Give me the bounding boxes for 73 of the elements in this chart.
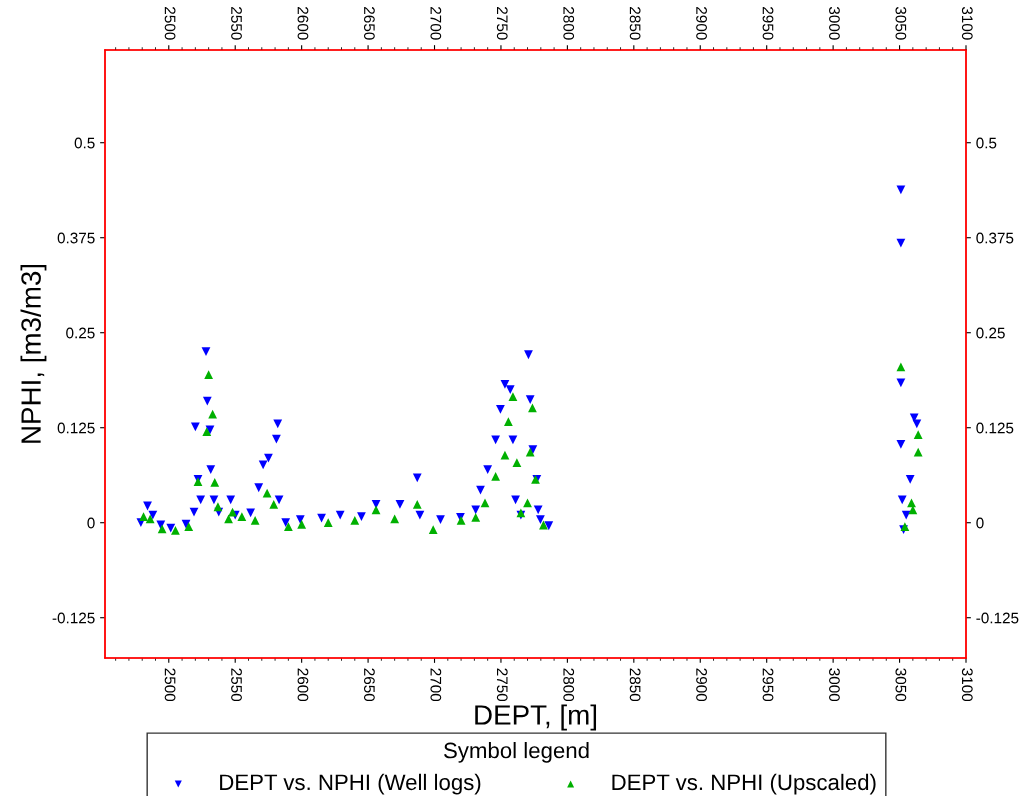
point — [171, 525, 180, 535]
point — [913, 447, 923, 457]
x2-tick-label: 3050 — [895, 6, 907, 40]
x2-tick-label: 2650 — [363, 7, 375, 40]
point — [412, 500, 422, 509]
x2-tick-label: 3100 — [961, 6, 973, 40]
point — [139, 512, 148, 522]
x2-tick-label: 2850 — [629, 7, 641, 40]
x-tick-label: 2500 — [164, 668, 176, 702]
y2-tick-label: 0.5 — [976, 137, 997, 149]
point — [913, 430, 923, 439]
legend-title: Symbol legend — [444, 742, 589, 763]
x2-tick-label: 2550 — [231, 7, 242, 40]
legend-label: DEPT vs. NPHI (Upscaled) — [612, 773, 876, 795]
y-tick-label: 0 — [87, 517, 95, 529]
y2-tick-label: 0.125 — [976, 422, 1014, 434]
point — [323, 518, 333, 528]
x2-tick-label: 2500 — [164, 7, 176, 40]
point — [896, 362, 906, 372]
point — [504, 417, 513, 427]
y-tick-label: 0.25 — [66, 327, 95, 339]
point — [471, 513, 481, 522]
x-axis-title: DEPT, [m] — [475, 704, 597, 731]
x-tick-label: 2600 — [297, 668, 309, 702]
y-axis-title: NPHI, [m3/m3] — [20, 264, 47, 443]
point — [297, 519, 307, 529]
point — [371, 505, 381, 515]
point — [208, 409, 218, 419]
point — [145, 514, 155, 524]
point — [213, 502, 223, 512]
x-tick-label: 2750 — [496, 668, 508, 702]
point — [250, 516, 260, 525]
x-tick-label: 2800 — [563, 668, 575, 702]
point — [224, 514, 233, 524]
point — [508, 392, 518, 401]
x-tick-label: 2850 — [629, 668, 641, 702]
point — [491, 471, 501, 481]
y2-tick-label: 0 — [976, 517, 984, 529]
point — [204, 370, 214, 379]
x2-tick-label: 2950 — [762, 7, 774, 40]
point — [390, 514, 400, 524]
point — [350, 516, 360, 525]
x-tick-label: 2900 — [696, 668, 707, 702]
point — [262, 488, 272, 498]
point — [210, 478, 220, 487]
legend-label: DEPT vs. NPHI (Well logs) — [220, 773, 481, 795]
point — [157, 524, 167, 534]
x2-tick-label: 2750 — [496, 7, 508, 40]
x2-tick-label: 2800 — [563, 7, 575, 40]
x2-tick-label: 3000 — [829, 6, 840, 40]
point — [512, 458, 522, 468]
x-tick-label: 2650 — [363, 668, 375, 702]
y2-tick-label: -0.125 — [976, 612, 1019, 624]
x-tick-label: 2950 — [762, 668, 774, 702]
point — [283, 522, 293, 531]
x-tick-label: 3000 — [829, 668, 840, 702]
y-tick-label: -0.125 — [52, 612, 95, 624]
x2-tick-label: 2600 — [297, 7, 309, 40]
point — [269, 500, 279, 509]
y2-tick-label: 0.375 — [976, 232, 1014, 244]
x2-tick-label: 2900 — [696, 7, 707, 40]
x-tick-label: 2700 — [430, 668, 442, 702]
y-tick-label: 0.5 — [74, 137, 95, 149]
x-tick-label: 3100 — [961, 668, 973, 702]
x-tick-label: 2550 — [231, 668, 242, 702]
point — [528, 403, 537, 413]
y-tick-label: 0.125 — [57, 422, 95, 434]
x2-tick-label: 2700 — [430, 7, 442, 40]
point — [428, 525, 438, 534]
x-tick-label: 3050 — [895, 668, 907, 702]
y2-tick-label: 0.25 — [976, 327, 1005, 339]
point — [237, 512, 247, 522]
y-tick-label: 0.375 — [57, 232, 95, 244]
